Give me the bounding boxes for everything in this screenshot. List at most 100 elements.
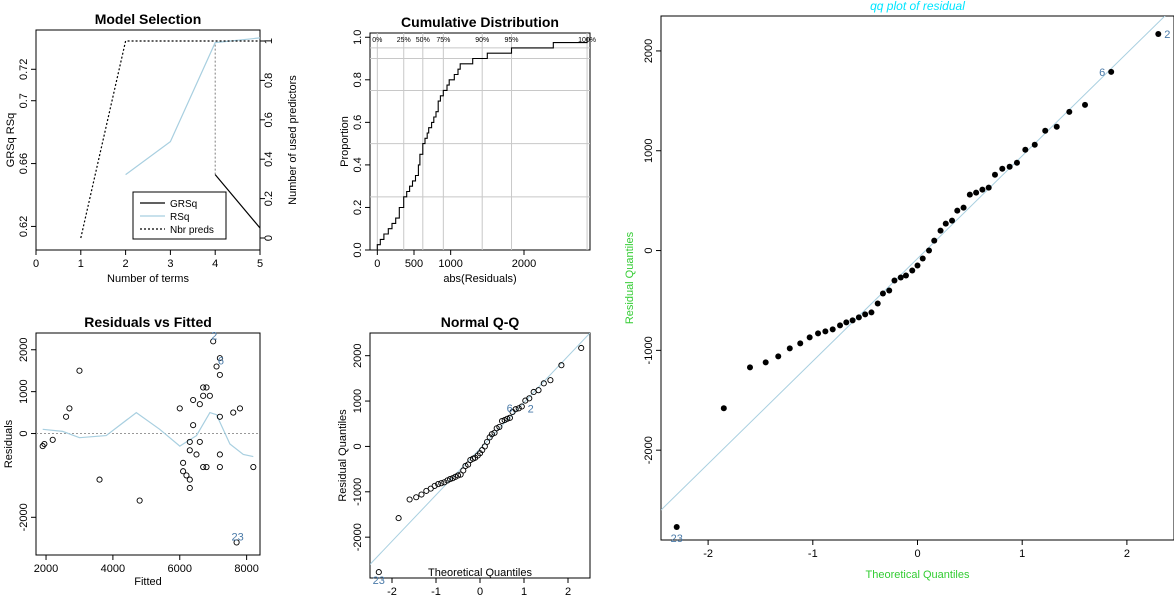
qq-point: [806, 334, 813, 341]
x-tick-label: 3: [167, 258, 173, 270]
x-tick-label: 0: [374, 258, 380, 270]
plot-frame: [369, 32, 591, 251]
qq-point: [1082, 101, 1089, 108]
y-tick-label: -2000: [352, 523, 364, 551]
qq-point: [919, 255, 926, 262]
y-tick-label: -1000: [352, 478, 364, 506]
right-tick-label: 0.2: [263, 191, 275, 206]
x-tick-label: -2: [387, 586, 397, 596]
qq-point: [926, 247, 933, 254]
x-tick-label: 500: [405, 258, 423, 270]
residual-point: [250, 463, 257, 471]
qq-point: [406, 496, 413, 503]
qq-point: [942, 220, 949, 227]
point-id-label: 23: [373, 575, 385, 587]
x-tick-label: 5: [257, 258, 263, 270]
quantile-label: 95%: [505, 37, 519, 44]
series-line-grsq: [214, 174, 261, 229]
x-tick-label: 1: [78, 258, 84, 270]
y-tick-label: -2000: [643, 436, 655, 464]
qq-point: [438, 480, 445, 487]
residual-point: [136, 497, 143, 504]
qq-point: [540, 380, 547, 387]
qq-point: [879, 290, 886, 297]
x-axis-label: Theoretical Quantiles: [428, 567, 532, 579]
qq-point: [435, 481, 442, 488]
point-id-label: 2: [1164, 29, 1170, 41]
qq-point: [496, 423, 503, 430]
qq-point: [512, 406, 519, 413]
residual-point: [41, 440, 48, 448]
qq-point: [937, 227, 944, 234]
y-tick-label: 0.62: [18, 216, 30, 237]
qq-point: [746, 364, 753, 371]
x-tick-label: 1: [521, 586, 527, 596]
x-tick-label: 1: [1019, 548, 1025, 560]
qq-point: [1066, 108, 1073, 115]
y-axis-label: Residual Quantiles: [337, 409, 349, 502]
chart-title: Cumulative Distribution: [401, 14, 559, 30]
y-axis-label: Proportion: [339, 116, 351, 167]
x-axis-label: abs(Residuals): [443, 273, 516, 285]
residual-point: [180, 459, 187, 466]
qq-point: [1022, 146, 1029, 153]
residual-point: [216, 355, 223, 362]
x-tick-label: 2000: [34, 563, 58, 575]
point-id-label: 23: [231, 531, 243, 543]
residual-point: [196, 401, 203, 408]
chart-3: Normal Q-Q Theoretical Quantiles Residual …: [337, 314, 591, 596]
residual-point: [216, 451, 223, 458]
plot-frame: [660, 15, 1174, 541]
qq-point: [1108, 68, 1115, 75]
x-axis-label: Number of terms: [107, 273, 189, 285]
quantile-label: 50%: [416, 37, 430, 44]
qq-point: [447, 476, 454, 483]
x-tick-label: 0: [477, 586, 483, 596]
qq-point: [973, 189, 980, 196]
y-tick-label: 0.8: [352, 72, 364, 87]
qq-point: [960, 204, 967, 211]
residual-point: [66, 405, 73, 412]
qq-point: [720, 405, 727, 412]
legend-label: Nbr preds: [170, 225, 214, 236]
right-tick-label: 1: [263, 38, 275, 44]
x-tick-label: 0: [914, 548, 920, 560]
qq-point: [991, 171, 998, 178]
qq-point: [673, 524, 680, 531]
residual-point: [216, 463, 223, 471]
qq-point: [837, 322, 844, 329]
y-tick-label: 2000: [18, 338, 30, 362]
qq-point: [1031, 141, 1038, 148]
x-axis-label: Theoretical Quantiles: [866, 569, 970, 581]
x-tick-label: -1: [431, 586, 441, 596]
legend: GRSq RSq Nbr preds: [132, 191, 227, 240]
residual-point: [186, 438, 193, 445]
residual-point: [233, 539, 240, 546]
residual-point: [216, 413, 223, 420]
y-axis-label: Residuals: [3, 419, 15, 468]
residual-point: [180, 468, 187, 475]
qq-point: [931, 237, 938, 244]
qq-point: [999, 165, 1006, 172]
quantile-label: 75%: [436, 37, 450, 44]
chart-0: Model Selection Number of terms GRSq RSq 0 1…: [5, 11, 299, 285]
qq-reference-line: [661, 16, 1166, 511]
residual-point: [49, 436, 56, 443]
plot-frame: [35, 332, 261, 556]
smooth-line: [42, 411, 254, 458]
x-axis-label: Fitted: [134, 576, 162, 588]
qq-point: [786, 345, 793, 352]
x-tick-label: 2: [1124, 548, 1130, 560]
qq-point: [547, 377, 554, 384]
x-tick-label: 2: [123, 258, 129, 270]
qq-point: [1006, 163, 1013, 170]
quantile-label: 25%: [397, 37, 411, 44]
y-tick-label: 0.4: [352, 157, 364, 172]
qq-point: [815, 330, 822, 337]
residual-point: [186, 484, 193, 492]
residual-point: [186, 447, 193, 454]
qq-point: [1053, 123, 1060, 130]
qq-point: [949, 217, 956, 224]
qq-point: [375, 569, 382, 576]
y-tick-label: 0: [18, 430, 30, 436]
